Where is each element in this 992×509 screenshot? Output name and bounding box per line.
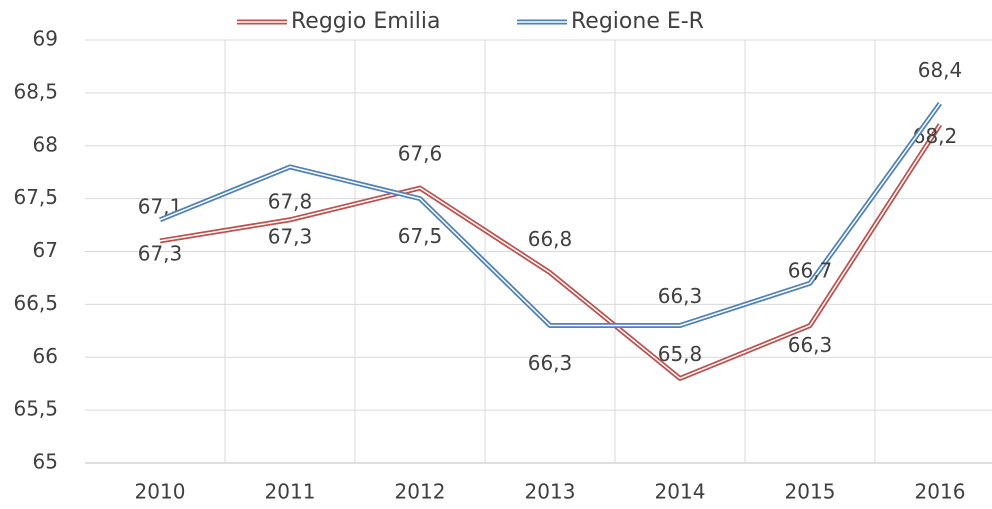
- data-label: 67,5: [398, 224, 443, 248]
- y-tick-label: 65,5: [13, 397, 58, 421]
- legend-label: Regione E-R: [571, 9, 704, 34]
- y-tick-label: 66: [33, 344, 58, 368]
- data-label: 67,3: [138, 241, 183, 265]
- y-tick-label: 68,5: [13, 79, 58, 103]
- data-label: 66,3: [528, 351, 573, 375]
- data-label: 66,3: [788, 333, 833, 357]
- x-tick-label: 2016: [915, 480, 966, 504]
- data-label: 66,7: [788, 259, 833, 283]
- data-label: 66,3: [658, 284, 703, 308]
- y-tick-label: 67: [33, 238, 58, 262]
- series-line: [159, 101, 943, 329]
- x-tick-label: 2014: [655, 480, 706, 504]
- x-tick-label: 2013: [525, 480, 576, 504]
- x-tick-label: 2011: [265, 480, 316, 504]
- legend-label: Reggio Emilia: [291, 9, 440, 34]
- series-line-inner: [159, 103, 941, 327]
- series-line-inner: [159, 124, 941, 380]
- x-tick-label: 2015: [785, 480, 836, 504]
- data-label: 67,8: [268, 189, 313, 213]
- x-tick-label: 2012: [395, 480, 446, 504]
- y-tick-label: 69: [33, 27, 58, 51]
- y-tick-label: 67,5: [13, 185, 58, 209]
- data-label: 68,4: [918, 58, 963, 82]
- x-tick-label: 2010: [135, 480, 186, 504]
- data-label: 66,8: [528, 227, 573, 251]
- data-label: 67,6: [398, 142, 443, 166]
- data-label: 67,3: [268, 224, 313, 248]
- y-tick-label: 68: [33, 132, 58, 156]
- y-tick-label: 66,5: [13, 291, 58, 315]
- data-label: 65,8: [658, 342, 703, 366]
- y-tick-label: 65: [33, 450, 58, 474]
